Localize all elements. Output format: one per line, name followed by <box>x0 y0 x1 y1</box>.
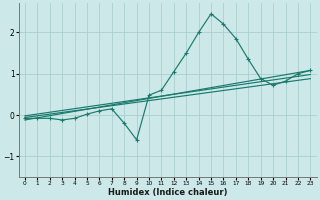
X-axis label: Humidex (Indice chaleur): Humidex (Indice chaleur) <box>108 188 228 197</box>
